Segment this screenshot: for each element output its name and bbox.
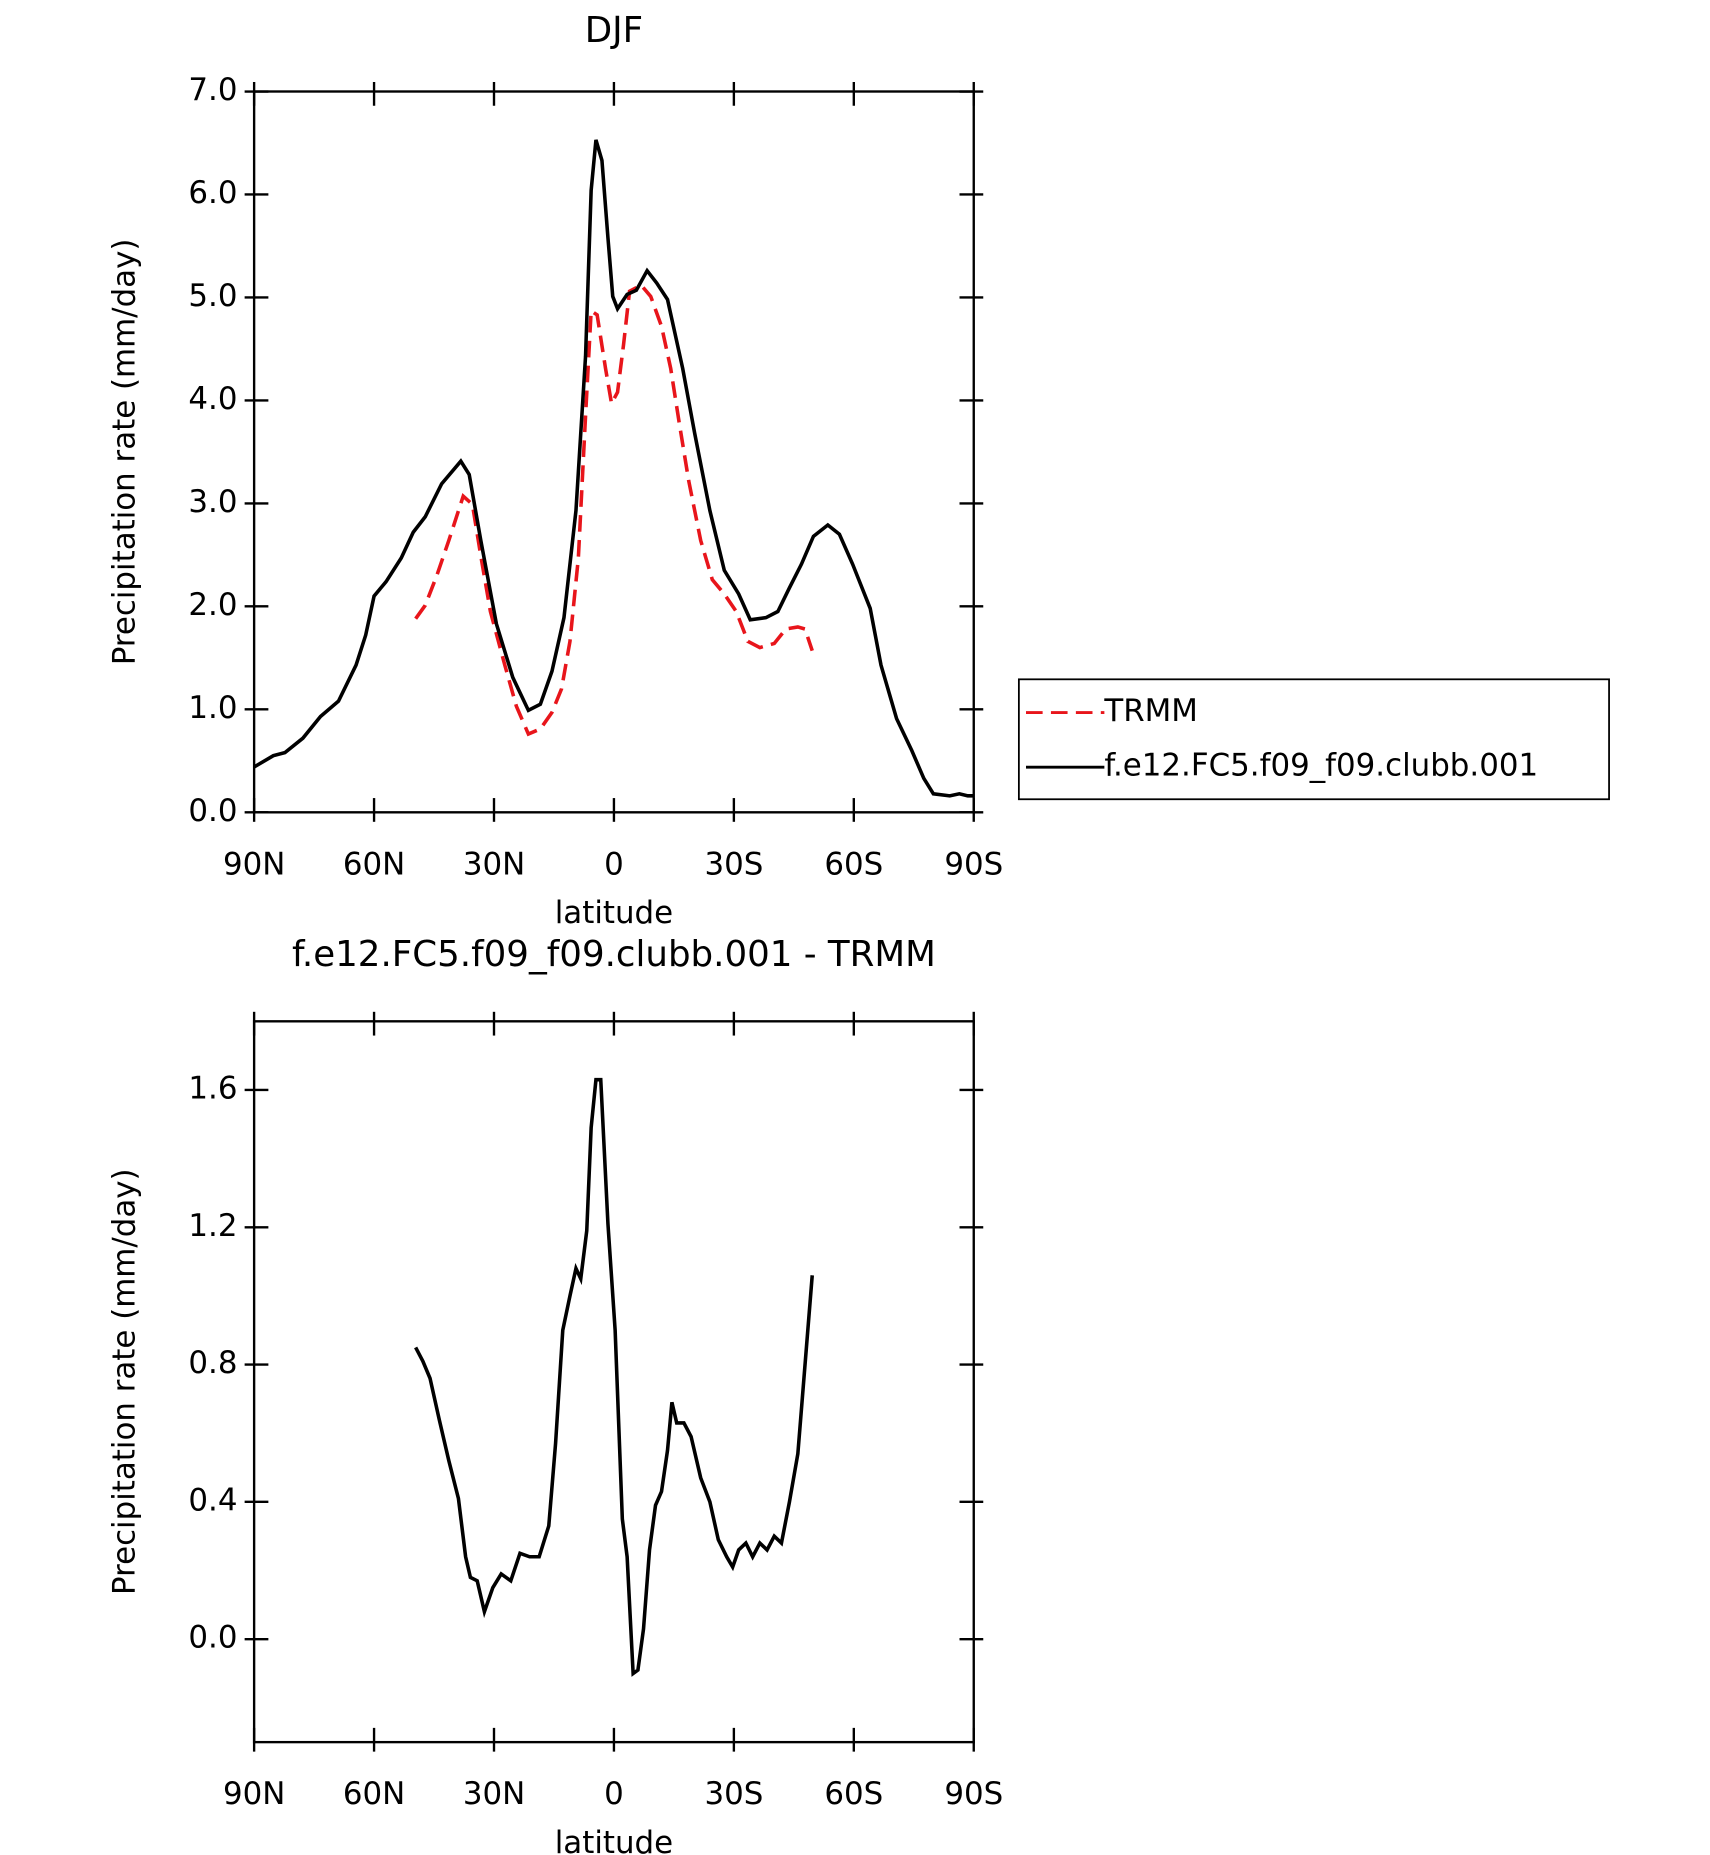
legend-label: TRMM <box>1103 693 1198 729</box>
y-tick-label: 0.0 <box>188 793 237 829</box>
y-tick-label: 1.6 <box>188 1070 237 1106</box>
x-tick-label: 30S <box>704 846 763 882</box>
y-tick-label: 5.0 <box>188 278 237 314</box>
y-tick-label: 0.8 <box>188 1345 237 1381</box>
x-tick-label: 90S <box>944 1776 1003 1812</box>
x-tick-label: 30N <box>463 1776 525 1812</box>
x-tick-label: 30S <box>704 1776 763 1812</box>
y-axis-label: Precipitation rate (mm/day) <box>106 239 142 666</box>
y-tick-label: 0.4 <box>188 1482 237 1518</box>
y-tick-label: 0.0 <box>188 1620 237 1656</box>
x-tick-label: 60S <box>824 1776 883 1812</box>
y-axis-label: Precipitation rate (mm/day) <box>106 1168 142 1595</box>
x-tick-label: 60N <box>343 1776 405 1812</box>
data-line <box>253 139 974 798</box>
y-tick-label: 1.0 <box>188 690 237 726</box>
chart-title: DJF <box>585 10 643 51</box>
y-tick-label: 6.0 <box>188 175 237 211</box>
y-tick-label: 3.0 <box>188 484 237 520</box>
x-tick-label: 60N <box>343 846 405 882</box>
x-axis-label: latitude <box>555 1825 673 1855</box>
y-tick-label: 2.0 <box>188 587 237 623</box>
x-tick-label: 0 <box>604 846 624 882</box>
y-tick-label: 7.0 <box>188 72 237 108</box>
x-tick-label: 90S <box>944 846 1003 882</box>
plot-frame <box>252 90 975 814</box>
data-line <box>414 1077 815 1677</box>
x-tick-label: 30N <box>463 846 525 882</box>
plot-frame <box>252 1020 975 1744</box>
y-tick-label: 4.0 <box>188 381 237 417</box>
x-tick-label: 60S <box>824 846 883 882</box>
x-tick-label: 90N <box>223 1776 285 1812</box>
data-line <box>414 282 814 737</box>
legend-box <box>1017 678 1610 801</box>
x-tick-label: 0 <box>604 1776 624 1812</box>
chart-title: f.e12.FC5.f09_f09.clubb.001 - TRMM <box>292 934 936 975</box>
x-axis-label: latitude <box>555 895 673 931</box>
y-tick-label: 1.2 <box>188 1208 237 1244</box>
x-tick-label: 90N <box>223 846 285 882</box>
legend-label: f.e12.FC5.f09_f09.clubb.001 <box>1104 748 1538 784</box>
